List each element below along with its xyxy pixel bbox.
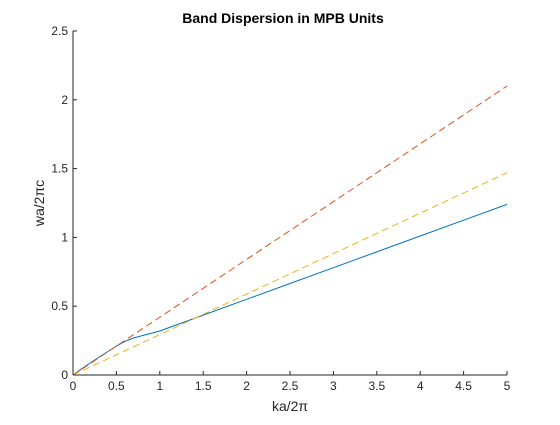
y-tick-label: 2.5 xyxy=(51,24,68,38)
x-tick-label: 4 xyxy=(417,379,424,393)
x-tick-label: 4.5 xyxy=(455,379,472,393)
series-line-2 xyxy=(72,85,508,376)
y-tick-label: 2 xyxy=(61,93,68,107)
x-tick-layer: 0 0.5 1 1.5 2 2.5 3 3.5 4 4.5 5 xyxy=(70,371,511,393)
x-tick-label: 3.5 xyxy=(368,379,385,393)
x-tick-label: 2 xyxy=(243,379,250,393)
x-tick-label: 1 xyxy=(156,379,163,393)
x-tick-label: 3 xyxy=(330,379,337,393)
y-tick-label: 1 xyxy=(61,230,68,244)
x-tick-label: 0 xyxy=(70,379,77,393)
y-tick-label: 0 xyxy=(61,368,68,382)
series-line-3 xyxy=(72,172,508,376)
y-axis-label: wa/2πc xyxy=(31,180,47,227)
chart-title: Band Dispersion in MPB Units xyxy=(182,10,384,26)
axes-background xyxy=(73,31,507,375)
y-tick-label: 0.5 xyxy=(51,299,68,313)
y-tick-layer: 0 0.5 1 1.5 2 2.5 xyxy=(51,24,77,382)
x-tick-label: 5 xyxy=(504,379,511,393)
x-tick-label: 1.5 xyxy=(195,379,212,393)
x-tick-label: 0.5 xyxy=(108,379,125,393)
x-tick-label: 2.5 xyxy=(282,379,299,393)
y-tick-label: 1.5 xyxy=(51,162,68,176)
series-layer xyxy=(72,85,508,376)
x-axis-label: ka/2π xyxy=(272,398,308,414)
